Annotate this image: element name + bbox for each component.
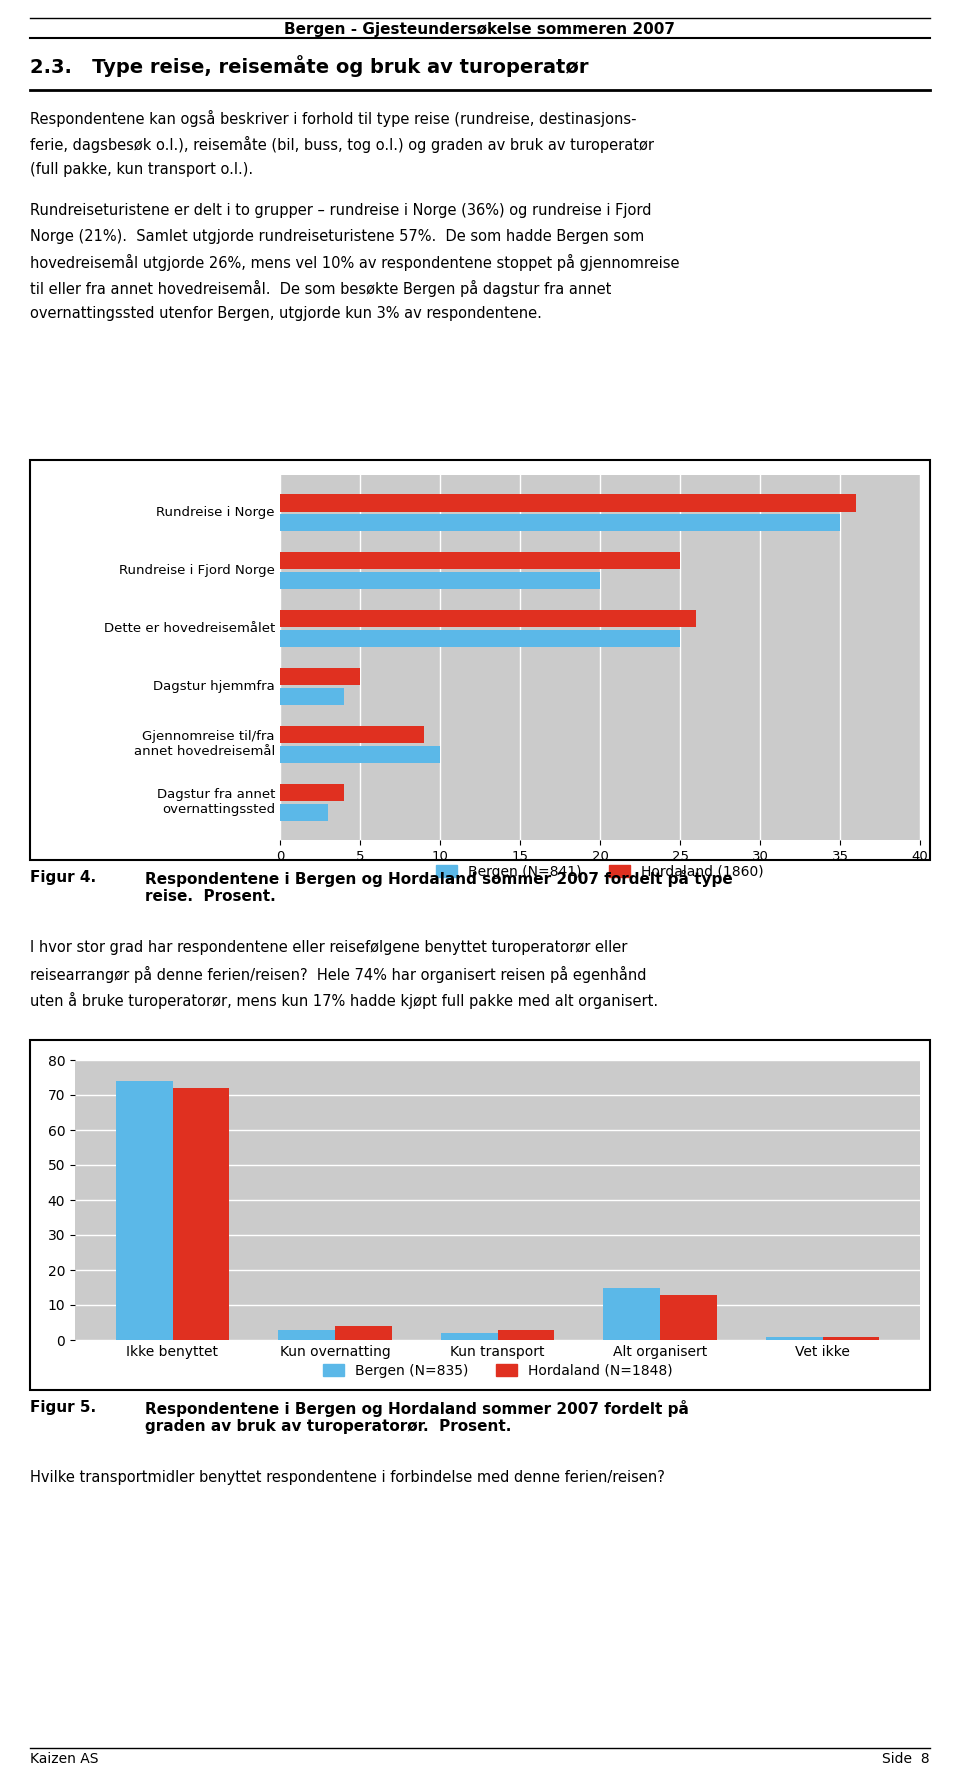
Bar (823, 1337, 879, 1341)
Text: (full pakke, kun transport o.l.).: (full pakke, kun transport o.l.). (30, 162, 253, 176)
Text: Norge (21%).  Samlet utgjorde rundreiseturistene 57%.  De som hadde Bergen som: Norge (21%). Samlet utgjorde rundreisetu… (30, 229, 644, 244)
Text: Side  8: Side 8 (882, 1751, 930, 1766)
Text: til eller fra annet hovedreisemål.  De som besøkte Bergen på dagstur fra annet: til eller fra annet hovedreisemål. De so… (30, 281, 612, 297)
Text: Hvilke transportmidler benyttet respondentene i forbindelse med denne ferien/rei: Hvilke transportmidler benyttet responde… (30, 1470, 665, 1485)
Text: Respondentene kan også beskriver i forhold til type reise (rundreise, destinasjo: Respondentene kan også beskriver i forho… (30, 110, 636, 126)
Bar (280, 725, 424, 743)
Text: Dagstur hjemmfra: Dagstur hjemmfra (154, 679, 275, 693)
Bar (280, 629, 680, 647)
Legend: Bergen (N=841), Hordaland (1860): Bergen (N=841), Hordaland (1860) (430, 859, 770, 884)
Text: Respondentene i Bergen og Hordaland sommer 2007 fordelt på type
reise.  Prosent.: Respondentene i Bergen og Hordaland somm… (145, 869, 732, 905)
Bar (280, 669, 360, 685)
Text: I hvor stor grad har respondentene eller reisefølgene benyttet turoperatorør ell: I hvor stor grad har respondentene eller… (30, 941, 628, 955)
Text: reisearrangør på denne ferien/reisen?  Hele 74% har organisert reisen på egenhån: reisearrangør på denne ferien/reisen? He… (30, 965, 646, 983)
Bar (280, 745, 440, 763)
Text: Dagstur fra annet
overnattingssted: Dagstur fra annet overnattingssted (156, 788, 275, 816)
Text: 2.3.   Type reise, reisemåte og bruk av turoperatør: 2.3. Type reise, reisemåte og bruk av tu… (30, 55, 588, 76)
Bar (497, 1330, 554, 1341)
Text: Kaizen AS: Kaizen AS (30, 1751, 99, 1766)
Bar (660, 1294, 717, 1341)
Bar (603, 1287, 660, 1341)
Text: Rundreise i Norge: Rundreise i Norge (156, 507, 275, 519)
Bar (278, 1330, 335, 1341)
Text: Figur 4.: Figur 4. (30, 869, 96, 885)
Text: overnattingssted utenfor Bergen, utgjorde kun 3% av respondentene.: overnattingssted utenfor Bergen, utgjord… (30, 306, 541, 322)
Text: Respondentene i Bergen og Hordaland sommer 2007 fordelt på
graden av bruk av tur: Respondentene i Bergen og Hordaland somm… (145, 1399, 689, 1435)
Bar (173, 1088, 229, 1341)
Text: Rundreiseturistene er delt i to grupper – rundreise i Norge (36%) og rundreise i: Rundreiseturistene er delt i to grupper … (30, 203, 652, 219)
Bar (335, 1326, 392, 1341)
Text: Figur 5.: Figur 5. (30, 1399, 96, 1415)
Bar (441, 1334, 497, 1341)
Bar (280, 804, 328, 821)
Text: Bergen - Gjesteundersøkelse sommeren 2007: Bergen - Gjesteundersøkelse sommeren 200… (284, 21, 676, 37)
Bar (280, 573, 600, 589)
Bar (766, 1337, 823, 1341)
Bar (115, 1081, 173, 1341)
Text: Rundreise i Fjord Norge: Rundreise i Fjord Norge (119, 564, 275, 578)
Legend: Bergen (N=835), Hordaland (N=1848): Bergen (N=835), Hordaland (N=1848) (317, 1358, 678, 1383)
Text: Dette er hovedreisemålet: Dette er hovedreisemålet (104, 622, 275, 635)
Bar (280, 494, 856, 512)
Bar (280, 551, 680, 569)
Bar (280, 784, 344, 802)
Bar (280, 514, 840, 532)
Text: uten å bruke turoperatorør, mens kun 17% hadde kjøpt full pakke med alt organise: uten å bruke turoperatorør, mens kun 17%… (30, 992, 659, 1008)
Text: hovedreisemål utgjorde 26%, mens vel 10% av respondentene stoppet på gjennomreis: hovedreisemål utgjorde 26%, mens vel 10%… (30, 254, 680, 272)
Bar (280, 688, 344, 706)
Bar (280, 610, 696, 628)
Text: Gjennomreise til/fra
annet hovedreisemål: Gjennomreise til/fra annet hovedreisemål (133, 731, 275, 759)
Text: ferie, dagsbesøk o.l.), reisemåte (bil, buss, tog o.l.) og graden av bruk av tur: ferie, dagsbesøk o.l.), reisemåte (bil, … (30, 135, 654, 153)
